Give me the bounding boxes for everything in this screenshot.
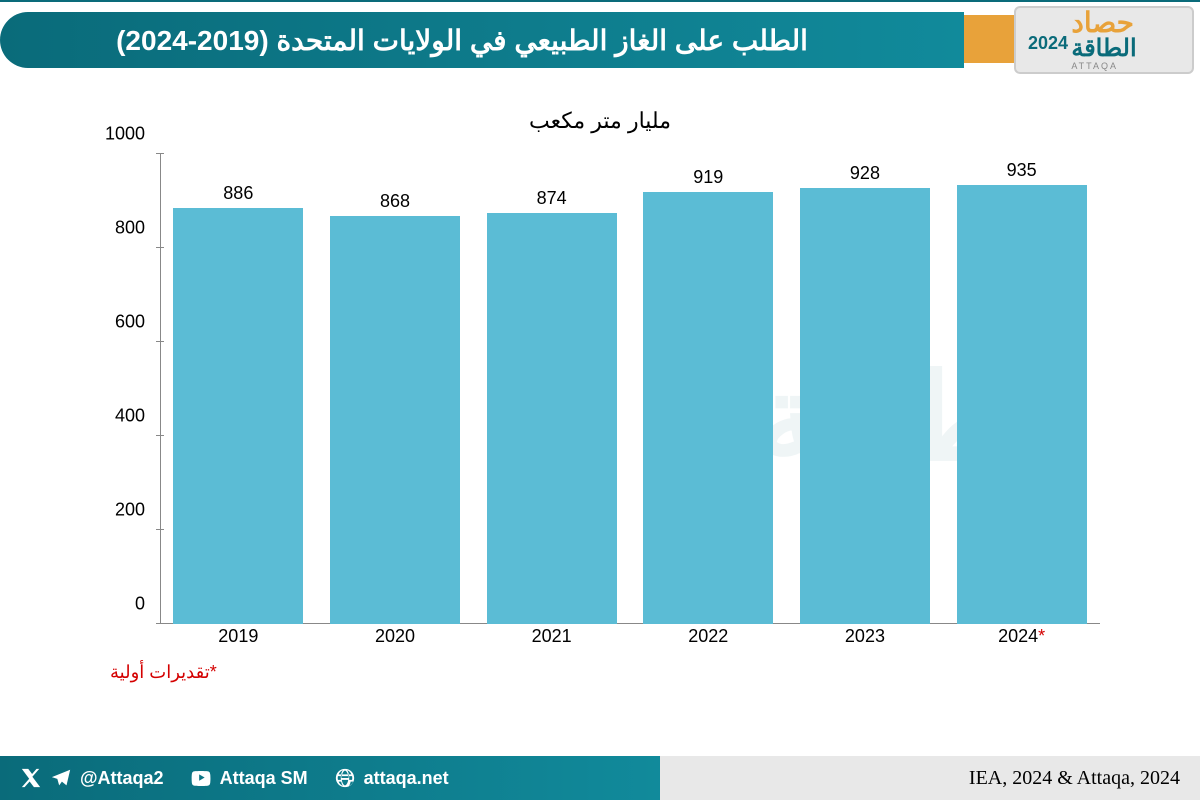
logo-box: حصاد الطاقة ATTAQA 2024: [1014, 6, 1194, 74]
title-bar: الطلب على الغاز الطبيعي في الولايات المت…: [0, 2, 1014, 78]
y-tick-mark: [156, 623, 164, 624]
y-tick-label: 600: [115, 312, 145, 333]
bar: 935: [952, 160, 1092, 624]
bar: 886: [168, 183, 308, 624]
footer-source: IEA, 2024 & Attaqa, 2024: [969, 767, 1180, 790]
y-tick-mark: [156, 341, 164, 342]
bar: 919: [638, 167, 778, 624]
bar-value-label: 919: [693, 167, 723, 188]
bars-container: 886 868 874 919 928 935: [160, 154, 1100, 624]
chart-footnote: *تقديرات أولية: [110, 662, 1150, 683]
y-tick-label: 400: [115, 406, 145, 427]
youtube-link[interactable]: Attaqa SM: [190, 767, 308, 789]
title-banner: الطلب على الغاز الطبيعي في الولايات المت…: [0, 12, 964, 68]
y-tick-mark: [156, 529, 164, 530]
logo-brand-text: ATTAQA: [1071, 61, 1118, 71]
y-tick-mark: [156, 435, 164, 436]
twitter-link[interactable]: @Attaqa2: [20, 767, 164, 789]
website-url: attaqa.net: [364, 768, 449, 789]
x-axis-label: 2019: [168, 626, 308, 654]
chart-subtitle: مليار متر مكعب: [50, 108, 1150, 134]
bar-rect: [173, 208, 303, 624]
globe-icon: [334, 767, 356, 789]
bar-rect: [957, 185, 1087, 624]
x-axis-label: 2024*: [952, 626, 1092, 654]
x-icon: [20, 767, 42, 789]
youtube-handle: Attaqa SM: [220, 768, 308, 789]
x-labels: 2019 2020 2021 2022 2023 2024*: [160, 626, 1100, 654]
telegram-icon: [50, 767, 72, 789]
chart-area: الطاقة مليار متر مكعب 02004006008001000 …: [50, 108, 1150, 708]
bar: 874: [482, 188, 622, 624]
youtube-icon: [190, 767, 212, 789]
y-tick-mark: [156, 153, 164, 154]
bar-rect: [487, 213, 617, 624]
y-tick-label: 1000: [105, 124, 145, 145]
bar-rect: [643, 192, 773, 624]
bar-value-label: 868: [380, 191, 410, 212]
bar: 868: [325, 191, 465, 624]
footer-social: @Attaqa2 Attaqa SM attaqa.net: [20, 767, 449, 789]
twitter-handle: @Attaqa2: [80, 768, 164, 789]
y-tick-label: 800: [115, 218, 145, 239]
y-axis: 02004006008001000: [90, 154, 150, 624]
x-axis-label: 2023: [795, 626, 935, 654]
y-tick-label: 200: [115, 500, 145, 521]
bar-value-label: 928: [850, 163, 880, 184]
y-tick-mark: [156, 247, 164, 248]
footer: @Attaqa2 Attaqa SM attaqa.net IEA, 2024 …: [0, 756, 1200, 800]
bar-rect: [800, 188, 930, 624]
logo-sub-text: الطاقة: [1071, 37, 1136, 61]
logo-main-text: حصاد: [1071, 9, 1134, 37]
y-tick-label: 0: [135, 594, 145, 615]
bar-value-label: 935: [1007, 160, 1037, 181]
x-axis-label: 2021: [482, 626, 622, 654]
bar-rect: [330, 216, 460, 624]
bar-value-label: 874: [537, 188, 567, 209]
logo-year-text: 2024: [1028, 33, 1068, 54]
website-link[interactable]: attaqa.net: [334, 767, 449, 789]
bar-value-label: 886: [223, 183, 253, 204]
header: حصاد الطاقة ATTAQA 2024 الطلب على الغاز …: [0, 0, 1200, 78]
x-axis-label: 2020: [325, 626, 465, 654]
bar: 928: [795, 163, 935, 624]
x-axis-label: 2022: [638, 626, 778, 654]
page-title: الطلب على الغاز الطبيعي في الولايات المت…: [116, 24, 808, 57]
bar-chart: 02004006008001000 886868874919928935 201…: [100, 154, 1100, 654]
